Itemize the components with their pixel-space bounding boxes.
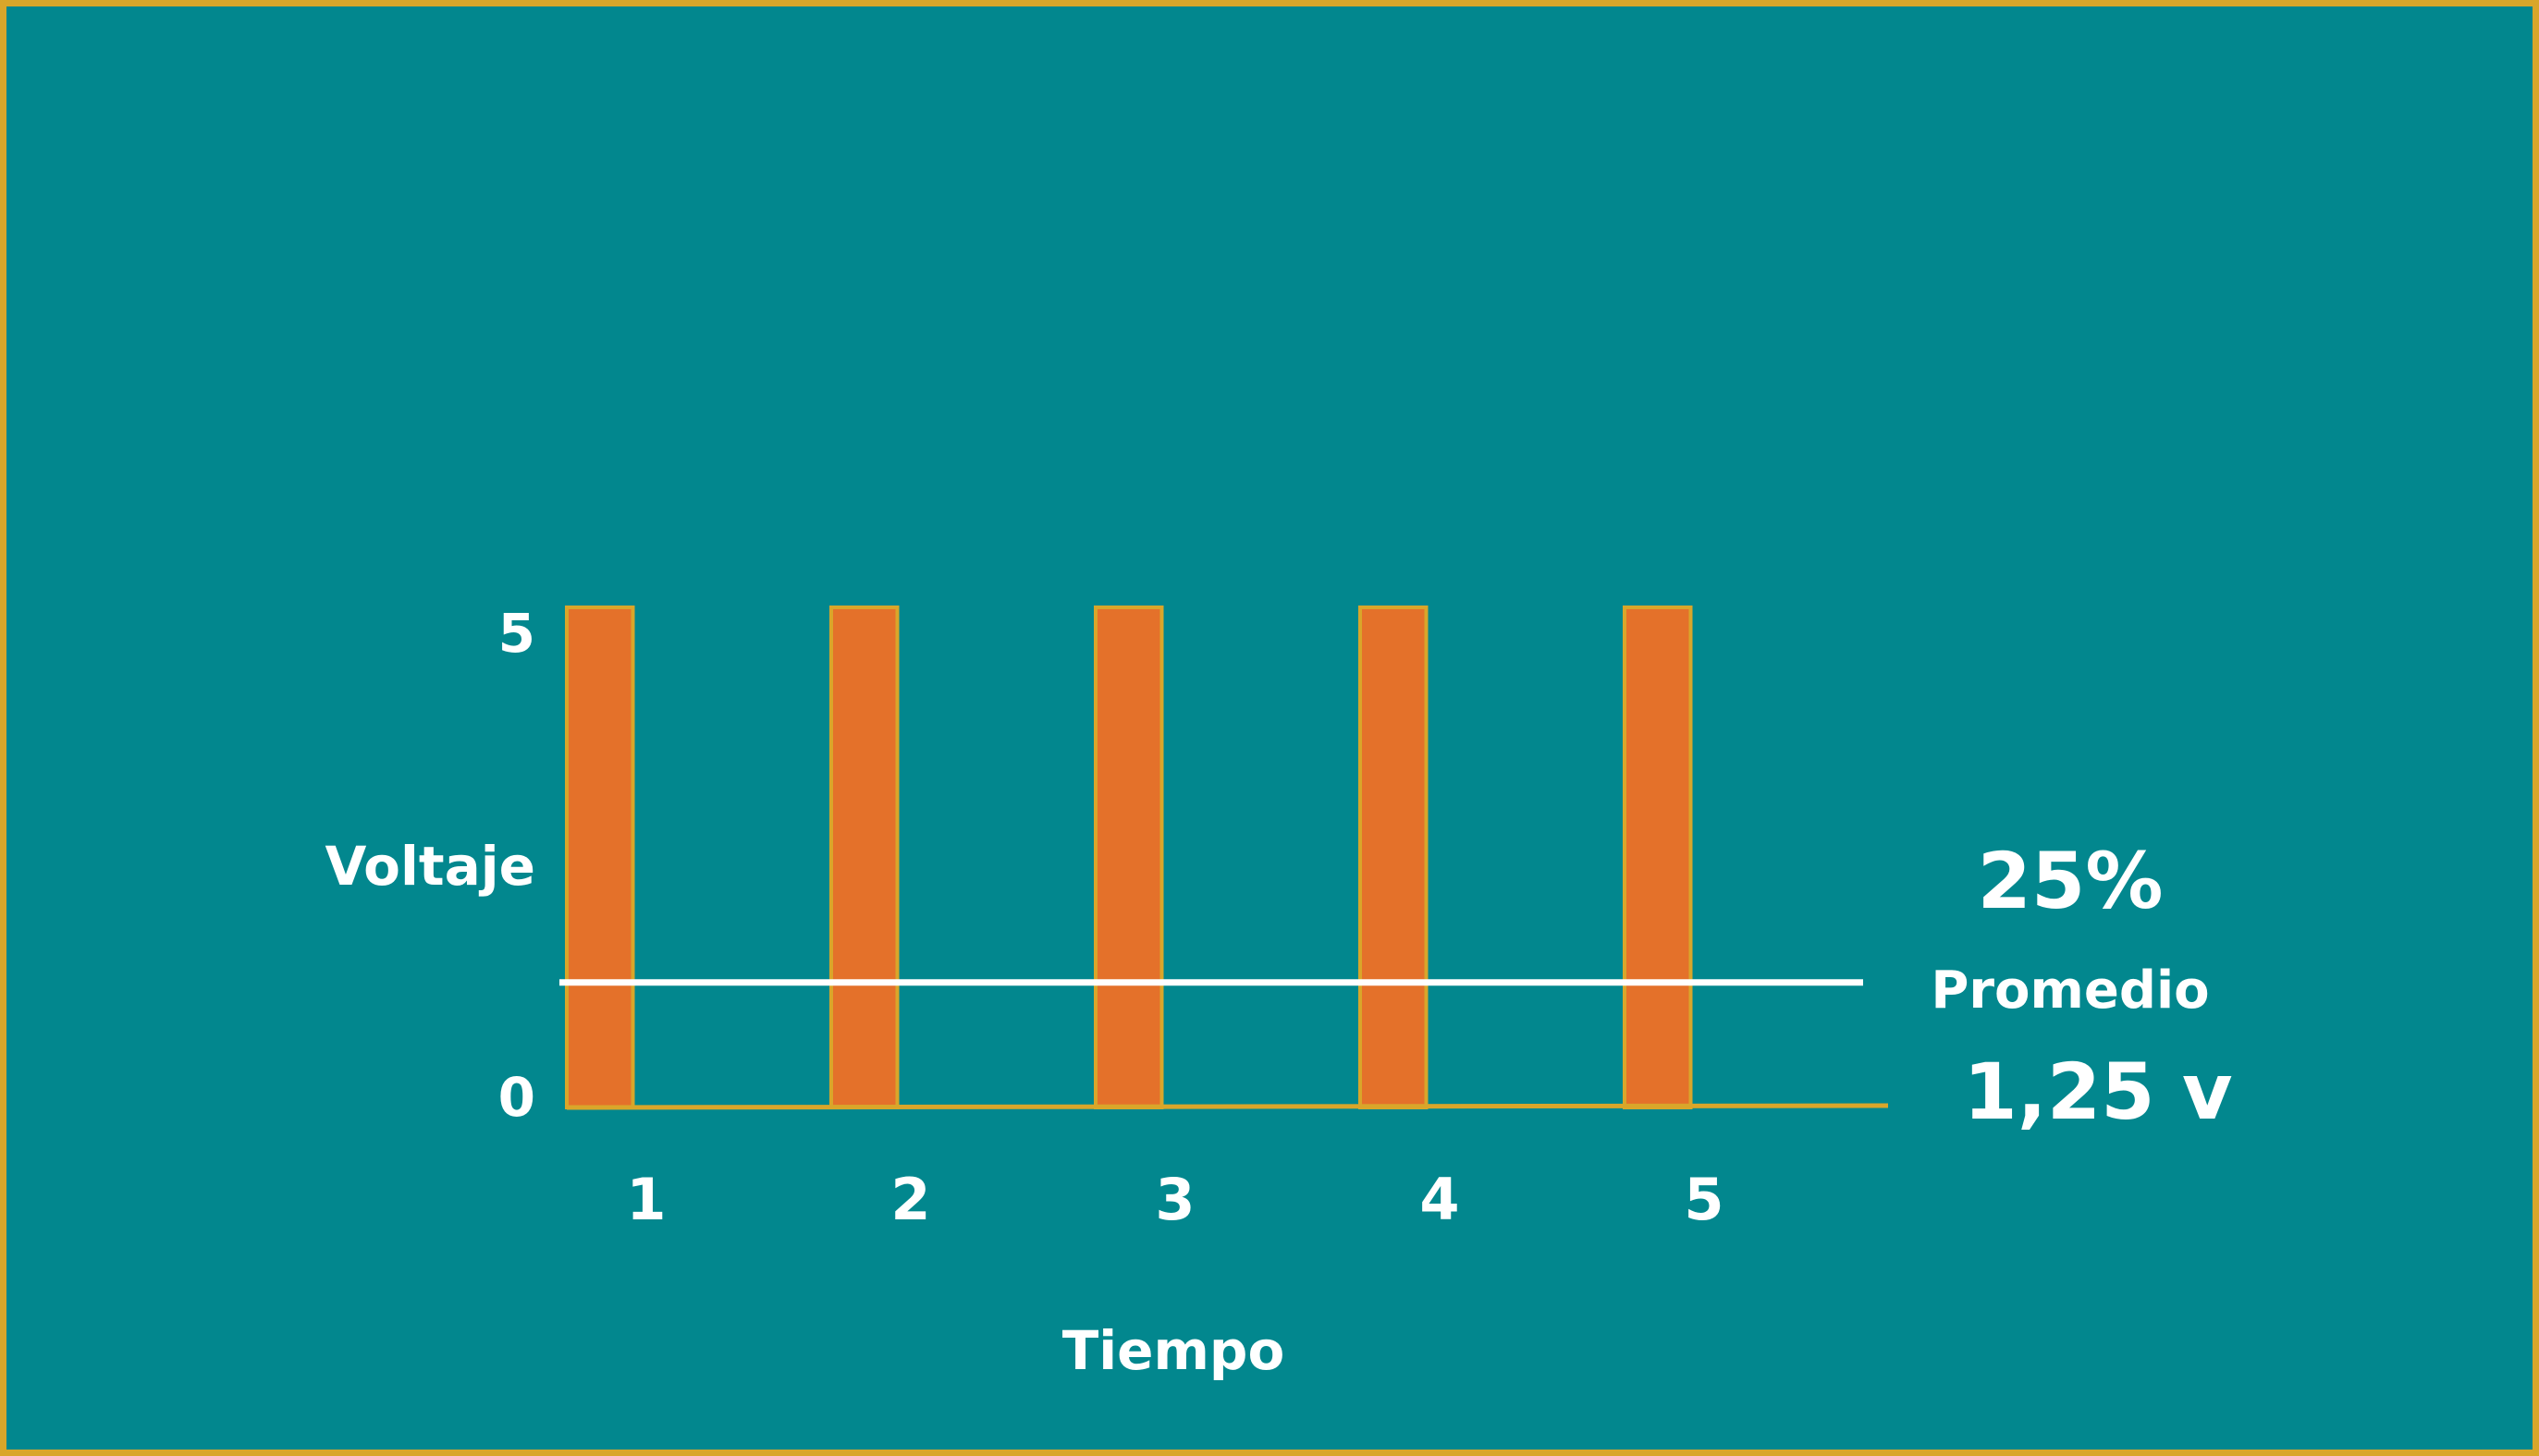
pulse-bar-4: [1358, 606, 1429, 1109]
duty-cycle-label: 25%: [1977, 836, 2163, 926]
pwm-chart: 5 0 Voltaje 1 2 3 4 5 Tiempo 25% Promedio 1,…: [325, 602, 2232, 1382]
average-label: Promedio: [1931, 960, 2209, 1021]
x-tick-label-5: 5: [1684, 1166, 1723, 1233]
pulse-bar-2: [829, 606, 900, 1109]
x-tick-label-2: 2: [890, 1166, 930, 1233]
y-axis-label: Voltaje: [325, 835, 535, 898]
pulse-bar-5: [1623, 606, 1693, 1109]
x-axis-line: [566, 1103, 1889, 1110]
pulse-bar-1: [565, 606, 635, 1109]
x-tick-label-4: 4: [1419, 1166, 1459, 1233]
pulse-bars: [565, 606, 1693, 1109]
y-tick-label-min: 0: [498, 1066, 535, 1129]
x-tick-labels: 1 2 3 4 5: [626, 1166, 1723, 1233]
y-tick-label-max: 5: [498, 602, 535, 665]
x-axis-label: Tiempo: [1062, 1319, 1285, 1382]
x-tick-label-1: 1: [626, 1166, 666, 1233]
pulse-bar-3: [1094, 606, 1164, 1109]
x-tick-label-3: 3: [1155, 1166, 1195, 1233]
average-value-label: 1,25 v: [1963, 1046, 2232, 1137]
